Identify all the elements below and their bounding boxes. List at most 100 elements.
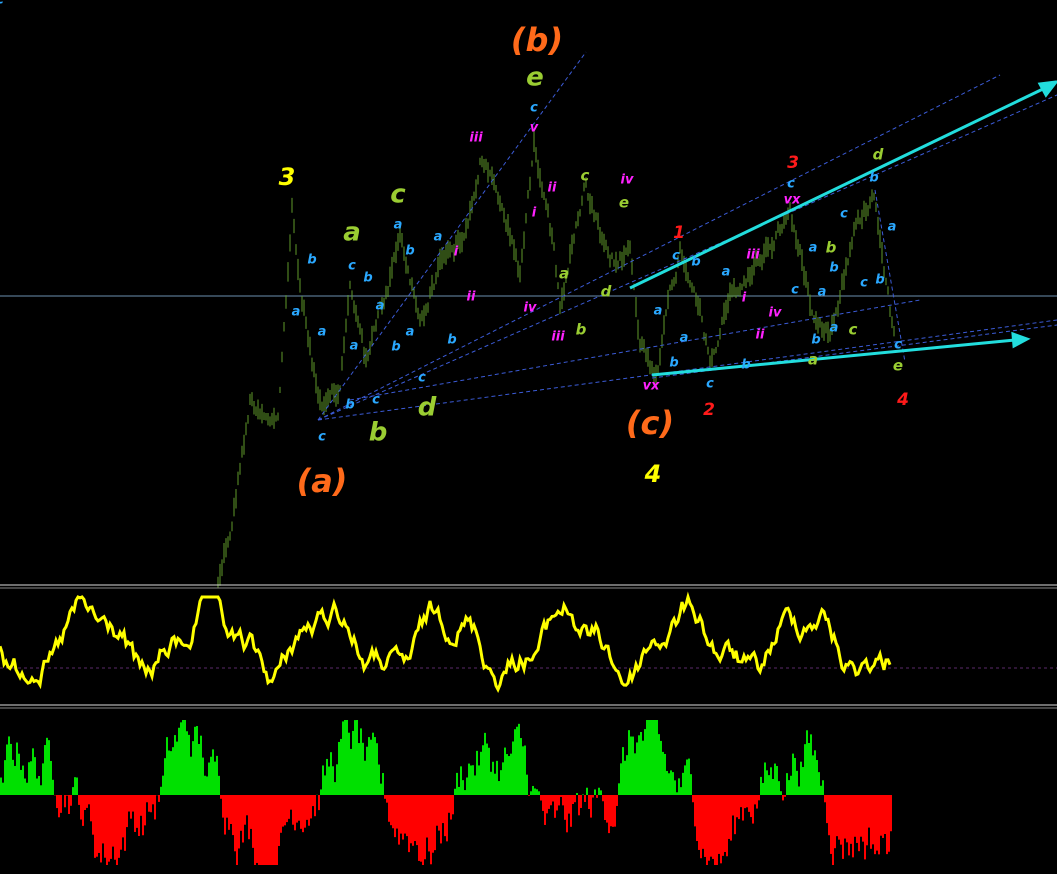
wave-label: 2 bbox=[703, 400, 715, 420]
histogram-bar-up bbox=[816, 760, 818, 795]
wave-label: c bbox=[791, 283, 799, 298]
histogram-bar-up bbox=[668, 773, 670, 795]
histogram-bar-up bbox=[478, 765, 480, 795]
histogram-bar-up bbox=[376, 743, 378, 795]
histogram-bar-down bbox=[224, 795, 226, 835]
histogram-bar-up bbox=[486, 743, 488, 795]
wave-label: c bbox=[390, 180, 406, 210]
wave-label: vx bbox=[784, 193, 801, 208]
wave-label: e bbox=[526, 63, 544, 93]
histogram-bar-down bbox=[548, 795, 550, 809]
histogram-bar-up bbox=[594, 789, 596, 795]
histogram-bar-up bbox=[502, 762, 504, 795]
histogram-bar-up bbox=[648, 720, 650, 795]
histogram-bar-down bbox=[140, 795, 142, 816]
wave-label: iii bbox=[551, 330, 565, 345]
histogram-bar-down bbox=[724, 795, 726, 852]
wave-label: ii bbox=[467, 290, 476, 305]
histogram-bar-up bbox=[168, 750, 170, 795]
histogram-bar-up bbox=[472, 765, 474, 795]
histogram-bar-down bbox=[560, 795, 562, 797]
wave-label: c bbox=[894, 338, 902, 353]
histogram-bar-down bbox=[384, 795, 386, 799]
histogram-bar-up bbox=[340, 738, 342, 795]
histogram-bar-down bbox=[884, 795, 886, 834]
histogram-bar-down bbox=[222, 795, 224, 818]
histogram-bar-up bbox=[690, 774, 692, 795]
histogram-bar-up bbox=[164, 758, 166, 795]
histogram-bar-down bbox=[302, 795, 304, 833]
wave-label: (b) bbox=[511, 21, 563, 59]
histogram-bar-down bbox=[400, 795, 402, 834]
histogram-bar-up bbox=[520, 738, 522, 795]
histogram-bar-up bbox=[470, 765, 472, 795]
histogram-bar-up bbox=[512, 741, 514, 795]
histogram-bar-up bbox=[538, 791, 540, 795]
histogram-bar-down bbox=[112, 795, 114, 847]
histogram-bar-down bbox=[840, 795, 842, 845]
histogram-bar-down bbox=[234, 795, 236, 852]
histogram-bar-down bbox=[718, 795, 720, 854]
histogram-bar-down bbox=[402, 795, 404, 840]
histogram-bar-down bbox=[258, 795, 260, 865]
histogram-bar-up bbox=[674, 780, 676, 795]
wave-label: a bbox=[680, 331, 689, 346]
histogram-bar-down bbox=[430, 795, 432, 865]
histogram-bar-up bbox=[800, 761, 802, 795]
histogram-bar-down bbox=[138, 795, 140, 836]
histogram-bar-down bbox=[878, 795, 880, 855]
histogram-bar-down bbox=[870, 795, 872, 849]
histogram-bar-up bbox=[768, 775, 770, 795]
histogram-bar-up bbox=[466, 777, 468, 795]
wave-label: b bbox=[405, 244, 414, 259]
histogram-bar-up bbox=[202, 757, 204, 795]
histogram-bar-down bbox=[828, 795, 830, 836]
wave-label: 3 bbox=[279, 163, 296, 191]
histogram-bar-down bbox=[448, 795, 450, 813]
wave-label: iii bbox=[469, 131, 483, 146]
histogram-bar-up bbox=[810, 734, 812, 795]
histogram-bar-up bbox=[808, 743, 810, 795]
histogram-bar-up bbox=[522, 746, 524, 795]
histogram-bar-down bbox=[556, 795, 558, 811]
histogram-bar-down bbox=[296, 795, 298, 823]
histogram-bar-up bbox=[22, 765, 24, 795]
histogram-bar-down bbox=[106, 795, 108, 865]
histogram-bar-up bbox=[500, 770, 502, 795]
trend-line bbox=[874, 189, 906, 363]
histogram-bar-up bbox=[664, 753, 666, 795]
histogram-bar-down bbox=[260, 795, 262, 865]
histogram-bar-up bbox=[320, 789, 322, 795]
wave-label: ii bbox=[756, 328, 765, 343]
histogram-bar-up bbox=[76, 777, 78, 795]
wave-label: a bbox=[654, 304, 663, 319]
histogram-bar-up bbox=[356, 720, 358, 795]
histogram-bar-up bbox=[676, 792, 678, 795]
wave-label: a bbox=[394, 218, 403, 233]
histogram-bar-up bbox=[366, 746, 368, 795]
histogram-bar-down bbox=[558, 795, 560, 806]
histogram-bar-down bbox=[102, 795, 104, 844]
histogram-bar-down bbox=[744, 795, 746, 809]
histogram-bar-up bbox=[524, 745, 526, 795]
histogram-bar-up bbox=[188, 734, 190, 795]
histogram-bar-down bbox=[158, 795, 160, 802]
histogram-bar-up bbox=[516, 726, 518, 795]
histogram-bar-up bbox=[622, 747, 624, 795]
histogram-bar-up bbox=[786, 773, 788, 795]
histogram-bar-up bbox=[790, 775, 792, 795]
histogram-bar-down bbox=[230, 795, 232, 825]
histogram-bar-up bbox=[796, 770, 798, 795]
histogram-bar-down bbox=[710, 795, 712, 857]
histogram-bar-down bbox=[736, 795, 738, 818]
histogram-bar-up bbox=[10, 743, 12, 795]
histogram-bar-down bbox=[414, 795, 416, 842]
histogram-bar-up bbox=[688, 758, 690, 795]
histogram-bar-down bbox=[824, 795, 826, 803]
histogram-bar-down bbox=[312, 795, 314, 807]
histogram-bar-down bbox=[584, 795, 586, 802]
wave-label: i bbox=[742, 291, 747, 306]
histogram-bar-down bbox=[390, 795, 392, 826]
histogram-bar-down bbox=[304, 795, 306, 828]
histogram-bar-up bbox=[820, 785, 822, 795]
